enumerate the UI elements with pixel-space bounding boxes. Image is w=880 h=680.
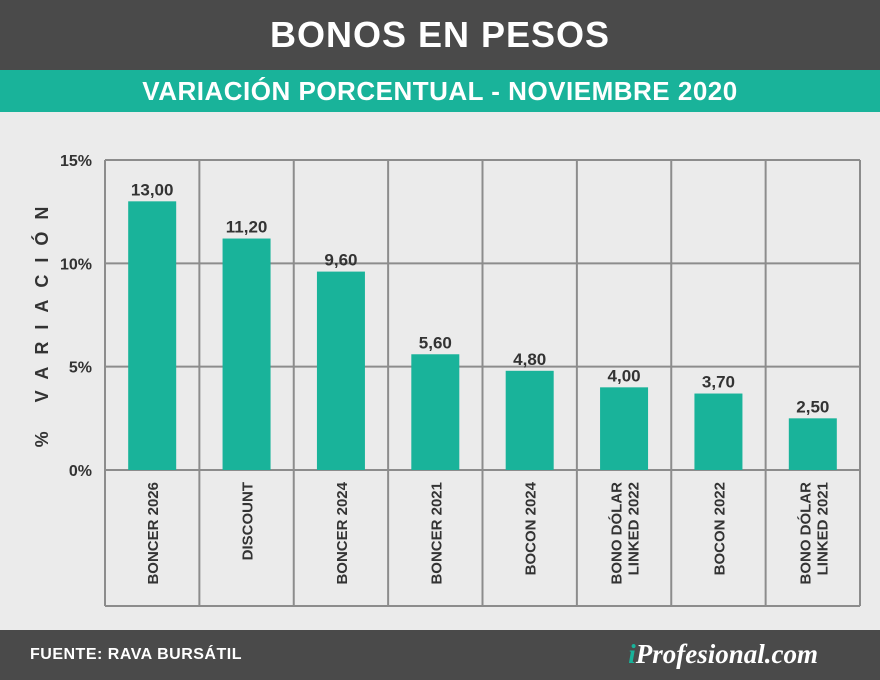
bar: [600, 387, 649, 470]
data-label: 3,70: [702, 373, 735, 392]
x-tick-label: BONO DÓLAR LINKED 2022: [608, 482, 643, 585]
bar: [128, 201, 177, 471]
bar: [505, 370, 554, 470]
x-tick-label-line: BONO DÓLAR: [608, 482, 626, 585]
footer-bar: FUENTE: RAVA BURSÁTIL iProfesional.com: [0, 630, 880, 680]
x-tick-label: BONO DÓLAR LINKED 2021: [796, 482, 831, 585]
x-tick-label: BONCER 2026: [145, 482, 162, 585]
subtitle-bar: VARIACIÓN PORCENTUAL - NOVIEMBRE 2020: [0, 70, 880, 112]
data-label: 4,00: [608, 366, 641, 385]
x-tick-label-line: BOCON 2022: [711, 482, 728, 575]
y-tick-label: 15%: [60, 153, 92, 170]
title-bar: BONOS EN PESOS: [0, 0, 880, 70]
y-axis-title: % VARIACIÓN: [31, 195, 52, 448]
data-label: 5,60: [419, 333, 452, 352]
data-label: 4,80: [513, 350, 546, 369]
x-tick-label-line: DISCOUNT: [240, 482, 257, 560]
y-tick-label: 10%: [60, 256, 92, 273]
x-tick-label-line: BONCER 2024: [334, 481, 351, 584]
chart-title: BONOS EN PESOS: [269, 14, 611, 55]
data-label: 9,60: [324, 251, 357, 270]
y-tick-label: 0%: [69, 463, 92, 480]
x-tick-label-line: LINKED 2022: [626, 482, 643, 575]
source-label: FUENTE: RAVA BURSÁTIL: [30, 646, 242, 663]
data-label: 13,00: [131, 180, 174, 199]
bar: [411, 354, 460, 470]
x-tick-label-line: BONCER 2021: [428, 482, 445, 585]
x-tick-label-line: BONCER 2026: [145, 482, 162, 585]
y-tick-label: 5%: [69, 360, 92, 377]
bar: [694, 393, 743, 470]
x-tick-label-line: BOCON 2024: [523, 481, 540, 575]
x-tick-label: BOCON 2024: [523, 481, 540, 575]
x-tick-label-line: LINKED 2021: [814, 482, 831, 575]
bar: [316, 271, 365, 470]
data-label: 11,20: [226, 218, 268, 237]
brand-logo: iProfesional.com: [628, 639, 818, 670]
bar-chart: 0% 5% 10% 15% 13,00 BONCER 2026 11,20 DISCOUNT 9…: [31, 153, 861, 607]
x-tick-label: DISCOUNT: [240, 482, 257, 560]
x-tick-label: BONCER 2021: [428, 482, 445, 585]
x-tick-label-line: BONO DÓLAR: [796, 482, 814, 585]
x-tick-label: BONCER 2024: [334, 481, 351, 584]
chart-subtitle: VARIACIÓN PORCENTUAL - NOVIEMBRE 2020: [142, 75, 738, 106]
logo-prefix: i: [628, 639, 636, 669]
data-label: 2,50: [796, 397, 829, 416]
bar: [222, 238, 271, 470]
x-tick-label: BOCON 2022: [711, 482, 728, 575]
bar: [788, 418, 837, 470]
logo-rest: Profesional.com: [635, 639, 818, 669]
